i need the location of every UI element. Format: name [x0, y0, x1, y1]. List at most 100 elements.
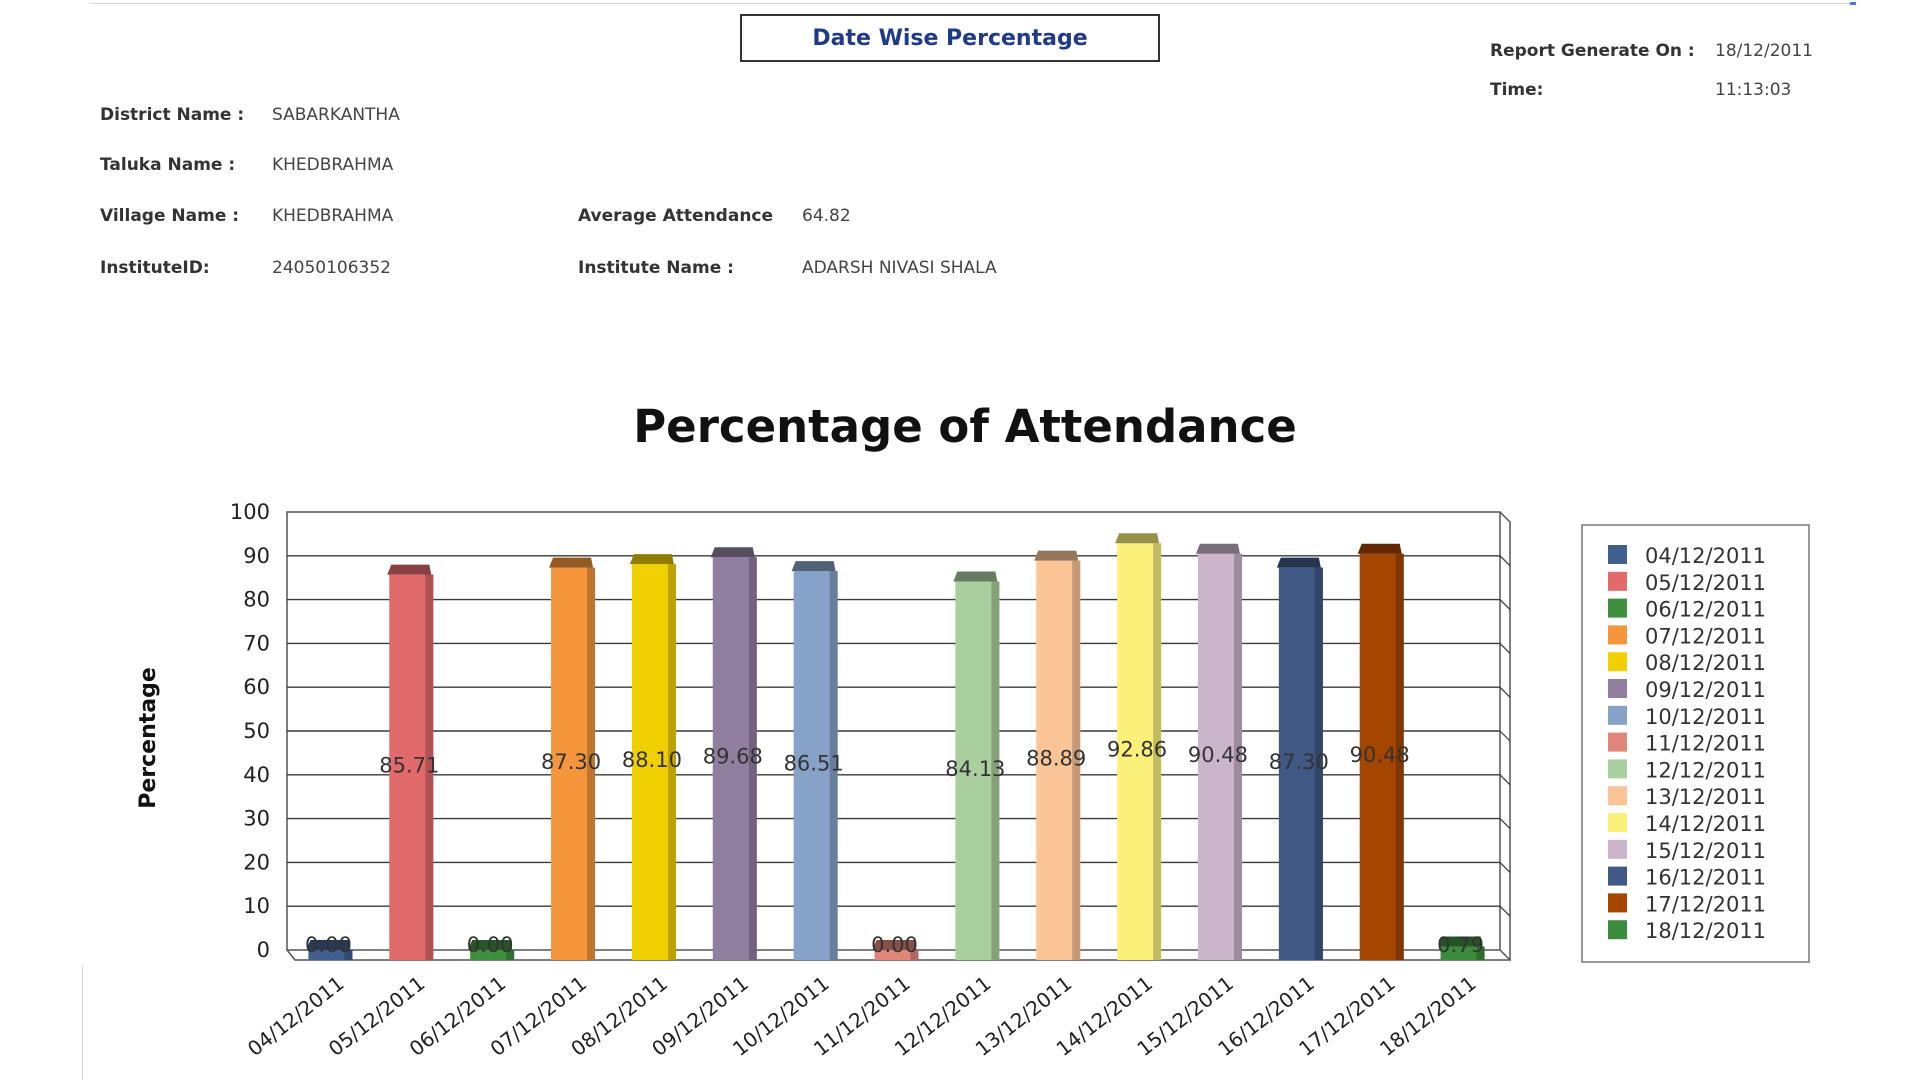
legend-label: 09/12/2011	[1645, 678, 1766, 702]
bar	[306, 940, 353, 960]
y-tick-label: 20	[243, 850, 270, 874]
legend-swatch	[1608, 839, 1627, 859]
legend-swatch	[1608, 598, 1627, 618]
bar-value-label: 86.51	[784, 752, 844, 776]
bar-value-label: 87.30	[1269, 750, 1329, 774]
legend-swatch	[1608, 786, 1627, 806]
bar-front	[308, 950, 353, 960]
taluka-label: Taluka Name :	[100, 155, 236, 175]
bar-top	[1034, 550, 1079, 561]
legend-label: 05/12/2011	[1645, 571, 1766, 595]
legend-label: 06/12/2011	[1645, 598, 1766, 622]
gridline-side	[1499, 642, 1511, 654]
bar-value-label: 85.71	[379, 753, 439, 777]
bar-value-label: 89.68	[703, 745, 763, 769]
y-tick-label: 10	[243, 894, 270, 918]
bar-top	[306, 940, 351, 950]
y-tick-label: 70	[243, 631, 270, 655]
legend-item: 04/12/2011	[1608, 544, 1766, 568]
bar-front	[1440, 946, 1485, 960]
bar	[710, 547, 757, 960]
bar-side	[910, 950, 919, 960]
legend-swatch	[1608, 571, 1627, 591]
bar	[629, 554, 676, 960]
y-tick-label: 40	[243, 763, 270, 787]
bar-side	[1072, 560, 1081, 960]
legend-item: 13/12/2011	[1608, 785, 1766, 809]
bar	[1034, 550, 1081, 960]
bar-top	[1195, 543, 1240, 554]
bar-value-label: 90.48	[1350, 743, 1410, 767]
legend-item: 06/12/2011	[1608, 598, 1766, 622]
attendance-chart: Percentage of Attendance Percentage 0 10 2…	[136, 400, 1810, 1061]
bar-side	[991, 581, 1000, 960]
institute-name-value: ADARSH NIVASI SHALA	[802, 258, 997, 278]
legend-label: 18/12/2011	[1645, 919, 1766, 943]
legend-item: 16/12/2011	[1608, 866, 1766, 890]
legend-label: 15/12/2011	[1645, 839, 1766, 863]
bar-value-label: 92.86	[1107, 738, 1167, 762]
bar-top	[468, 940, 513, 950]
report-time-label: Time:	[1490, 80, 1544, 100]
district-value: SABARKANTHA	[272, 105, 400, 125]
institute-name-label: Institute Name :	[578, 258, 734, 278]
legend-item: 11/12/2011	[1608, 732, 1766, 756]
legend-label: 07/12/2011	[1645, 624, 1766, 648]
gridline-side	[1499, 599, 1511, 611]
legend-swatch	[1608, 759, 1627, 779]
bar-top	[1357, 543, 1402, 554]
bar-side	[506, 950, 515, 960]
bar-top	[387, 564, 432, 575]
legend-swatch	[1608, 893, 1627, 913]
bar-top	[549, 557, 594, 568]
bar-top	[629, 554, 674, 565]
average-attendance-label: Average Attendance	[578, 206, 774, 226]
institute-id-label: InstituteID:	[100, 258, 210, 278]
bar-side	[829, 571, 838, 960]
y-tick-label: 90	[243, 544, 270, 568]
legend-label: 10/12/2011	[1645, 705, 1766, 729]
bar-side	[1314, 567, 1323, 960]
bar	[1195, 543, 1242, 960]
legend-swatch	[1608, 813, 1627, 832]
bar-side	[425, 574, 434, 960]
bar	[1357, 543, 1404, 960]
y-tick-label: 100	[230, 500, 270, 524]
legend-swatch	[1608, 625, 1627, 645]
y-tick-label: 50	[243, 719, 270, 743]
legend-item: 14/12/2011	[1608, 812, 1766, 836]
report-title: Date Wise Percentage	[740, 14, 1160, 62]
gridline-side	[1499, 686, 1511, 698]
chart-legend: 04/12/2011 05/12/2011 06/12/201107/12/2011…	[1581, 524, 1810, 963]
village-value: KHEDBRAHMA	[272, 206, 394, 226]
legend-item: 10/12/2011	[1608, 705, 1766, 729]
bar	[791, 561, 838, 960]
top-divider	[90, 3, 1850, 4]
y-tick-label: 30	[243, 807, 270, 831]
legend-swatch	[1608, 679, 1627, 698]
legend-swatch	[1608, 866, 1627, 886]
bar-top	[710, 547, 755, 558]
legend-swatch	[1608, 732, 1627, 752]
bar-side	[1233, 553, 1242, 960]
gridline-side	[1499, 861, 1511, 873]
bar-side	[1395, 553, 1404, 960]
bar	[1438, 936, 1485, 960]
legend-label: 08/12/2011	[1645, 651, 1766, 675]
top-divider-accent	[1850, 2, 1856, 5]
gridline-side	[1499, 555, 1511, 567]
legend-swatch	[1608, 920, 1627, 940]
bar	[468, 940, 515, 960]
legend-label: 13/12/2011	[1645, 785, 1766, 809]
legend-item: 18/12/2011	[1608, 919, 1766, 943]
bar-value-label: 87.30	[541, 750, 601, 774]
institute-id-value: 24050106352	[272, 258, 391, 278]
gridline-side	[1499, 905, 1511, 917]
chart-title: Percentage of Attendance	[633, 400, 1297, 453]
bar-value-label: 90.48	[1188, 743, 1248, 767]
legend-label: 14/12/2011	[1645, 812, 1766, 836]
village-label: Village Name :	[100, 206, 240, 226]
bar-side	[667, 564, 676, 960]
bar-value-label: 88.89	[1026, 746, 1086, 770]
report-generated-label: Report Generate On :	[1490, 41, 1695, 61]
